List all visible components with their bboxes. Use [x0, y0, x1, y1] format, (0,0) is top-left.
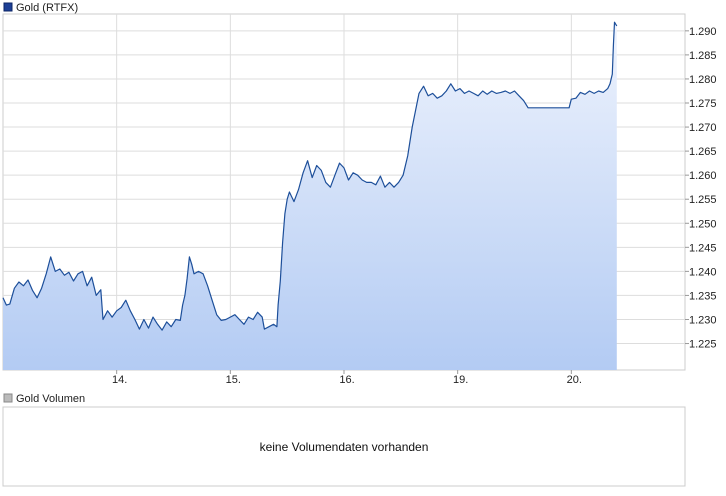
x-tick-label: 19.	[453, 374, 468, 386]
legend-swatch-volume	[3, 393, 13, 403]
y-tick-label: 1.270	[689, 122, 717, 134]
y-tick-label: 1.230	[689, 314, 717, 326]
y-tick-label: 1.240	[689, 266, 717, 278]
y-tick-label: 1.285	[689, 50, 717, 62]
y-tick-label: 1.235	[689, 290, 717, 302]
x-axis: 14. 15. 16. 19. 20.	[112, 370, 582, 386]
volume-empty-message: keine Volumendaten vorhanden	[260, 440, 429, 454]
volume-panel	[2, 406, 686, 487]
y-tick-label: 1.245	[689, 242, 717, 254]
y-tick-label: 1.255	[689, 194, 717, 206]
legend-swatch-gold	[3, 2, 13, 12]
x-tick-label: 20.	[567, 374, 582, 386]
y-tick-label: 1.225	[689, 339, 717, 351]
series-area-fill	[3, 22, 617, 370]
price-area	[2, 21, 618, 370]
y-tick-label: 1.275	[689, 98, 717, 110]
legend-label-gold: Gold (RTFX)	[16, 2, 78, 14]
y-tick-label: 1.290	[689, 26, 717, 38]
x-tick-label: 15.	[226, 374, 241, 386]
y-tick-label: 1.250	[689, 218, 717, 230]
x-tick-label: 16.	[339, 374, 354, 386]
y-tick-label: 1.280	[689, 74, 717, 86]
y-tick-label: 1.265	[689, 146, 717, 158]
y-tick-label: 1.260	[689, 170, 717, 182]
y-axis: 1.225 1.230 1.235 1.240 1.245 1.250 1.255 1.260…	[685, 26, 717, 351]
series-line	[2, 21, 618, 331]
legend-label-volume: Gold Volumen	[16, 393, 85, 405]
x-tick-label: 14.	[112, 374, 127, 386]
